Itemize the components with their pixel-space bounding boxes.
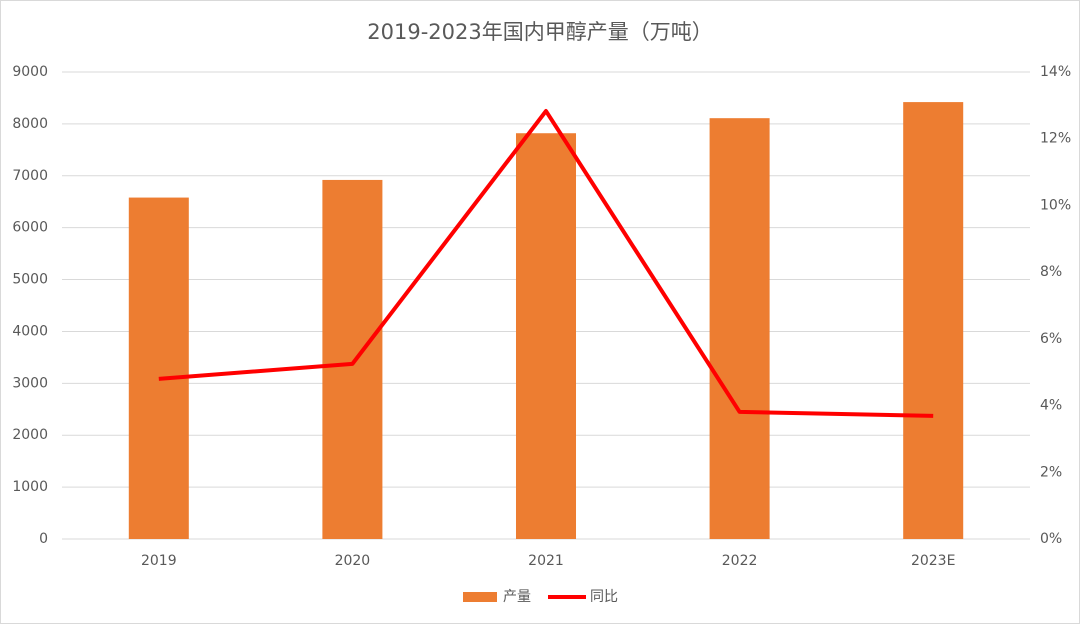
y2-tick-label: 12%: [1040, 131, 1071, 147]
legend-swatch: [463, 592, 497, 602]
y-tick-label: 4000: [12, 323, 48, 339]
legend-label: 同比: [590, 589, 618, 605]
y-tick-label: 8000: [12, 116, 48, 132]
y2-tick-label: 4%: [1040, 398, 1062, 414]
y-tick-label: 0: [39, 531, 48, 547]
x-tick-label: 2022: [722, 553, 758, 569]
chart-title: 2019-2023年国内甲醇产量（万吨）: [367, 20, 712, 44]
y-tick-label: 5000: [12, 272, 48, 288]
x-tick-label: 2021: [528, 553, 564, 569]
y2-tick-label: 6%: [1040, 331, 1062, 347]
x-tick-label: 2023E: [911, 553, 955, 569]
y2-tick-label: 8%: [1040, 264, 1062, 280]
y-tick-label: 9000: [12, 64, 48, 80]
bar: [709, 118, 770, 539]
y-tick-label: 2000: [12, 427, 48, 443]
y-tick-label: 3000: [12, 375, 48, 391]
legend-label: 产量: [503, 589, 531, 605]
x-tick-label: 2020: [335, 553, 371, 569]
bar: [322, 179, 383, 539]
y2-tick-label: 0%: [1040, 531, 1062, 547]
line: [158, 109, 934, 418]
bar: [515, 133, 577, 539]
y-tick-label: 6000: [12, 220, 48, 236]
y-tick-label: 1000: [12, 479, 48, 495]
y2-tick-label: 14%: [1040, 64, 1071, 80]
x-tick-label: 2019: [141, 553, 177, 569]
y-tick-label: 7000: [12, 168, 48, 184]
y2-tick-label: 10%: [1040, 197, 1071, 213]
bar: [903, 102, 964, 540]
bar: [128, 197, 189, 539]
y2-tick-label: 2%: [1040, 464, 1062, 480]
